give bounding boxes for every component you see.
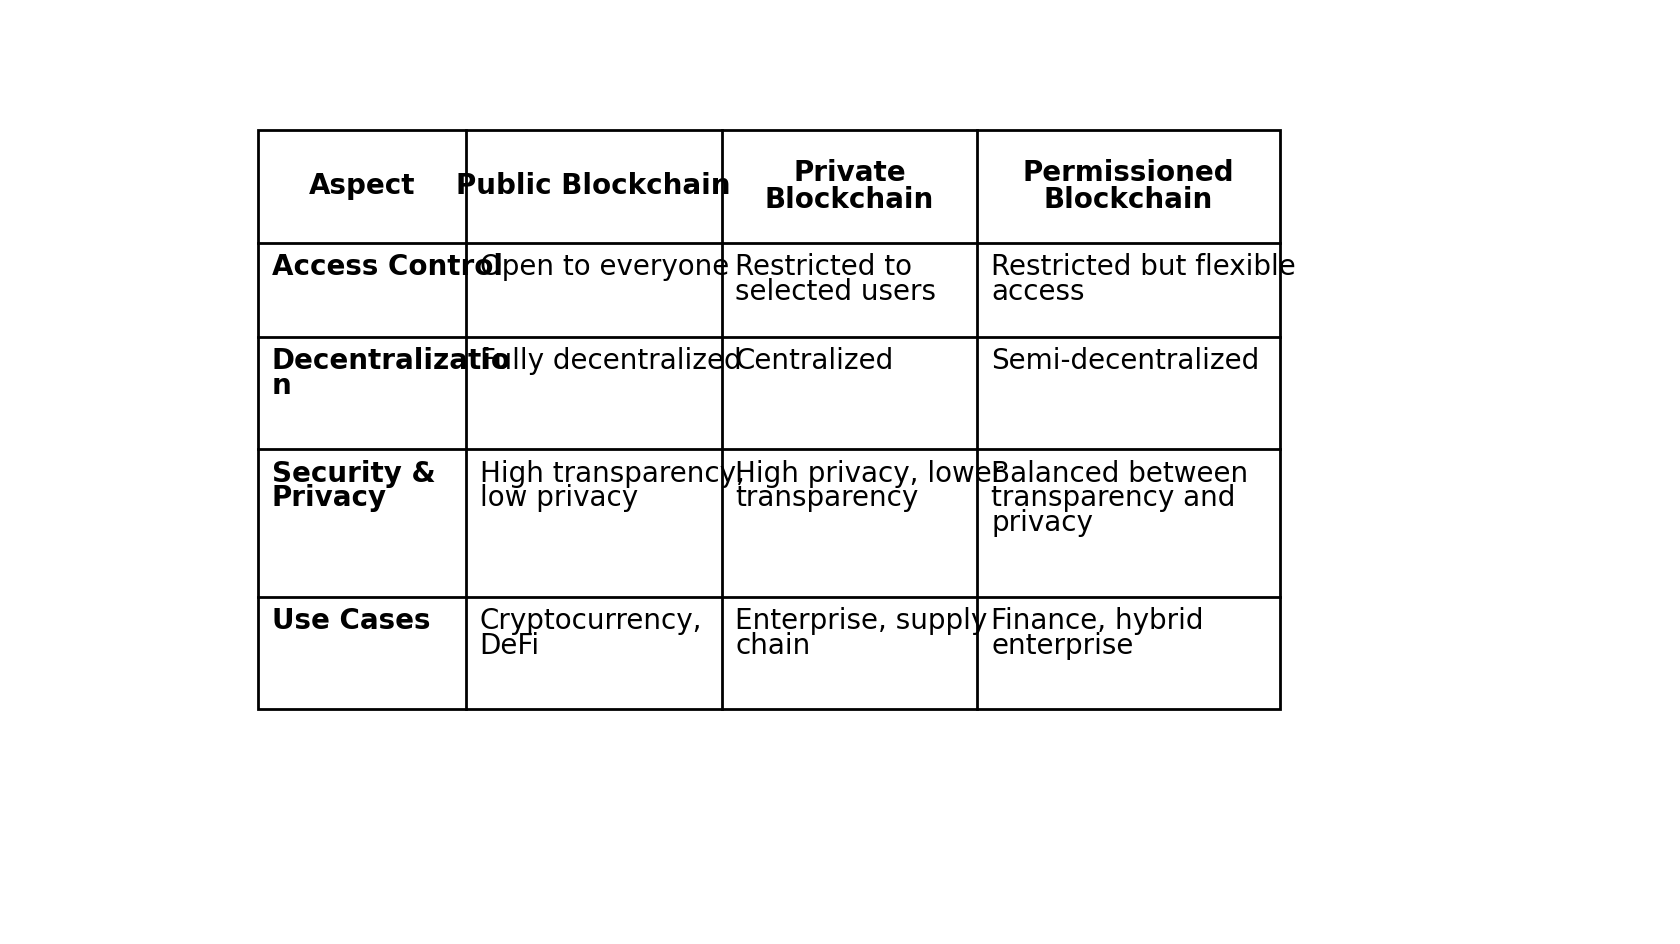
Text: chain: chain: [736, 632, 811, 660]
Text: transparency and: transparency and: [991, 484, 1235, 513]
Text: Blockchain: Blockchain: [764, 186, 934, 214]
Text: Enterprise, supply: Enterprise, supply: [736, 608, 988, 635]
Text: transparency: transparency: [736, 484, 919, 513]
Text: Permissioned: Permissioned: [1023, 159, 1235, 187]
Text: Semi-decentralized: Semi-decentralized: [991, 347, 1260, 375]
Text: access: access: [991, 278, 1085, 306]
Text: Centralized: Centralized: [736, 347, 894, 375]
Text: Finance, hybrid: Finance, hybrid: [991, 608, 1203, 635]
Text: DeFi: DeFi: [480, 632, 539, 660]
Text: enterprise: enterprise: [991, 632, 1134, 660]
Text: High transparency,: High transparency,: [480, 460, 744, 488]
Text: Public Blockchain: Public Blockchain: [457, 173, 731, 200]
Text: privacy: privacy: [991, 509, 1094, 537]
Text: Decentralizatio: Decentralizatio: [272, 347, 511, 375]
Text: Balanced between: Balanced between: [991, 460, 1248, 488]
Text: Cryptocurrency,: Cryptocurrency,: [480, 608, 702, 635]
Text: Access Control: Access Control: [272, 253, 502, 281]
Text: low privacy: low privacy: [480, 484, 638, 513]
Text: High privacy, lower: High privacy, lower: [736, 460, 1003, 488]
Text: n: n: [272, 372, 292, 400]
Text: Blockchain: Blockchain: [1043, 186, 1213, 214]
Text: Restricted but flexible: Restricted but flexible: [991, 253, 1295, 281]
Text: Restricted to: Restricted to: [736, 253, 912, 281]
Text: Open to everyone: Open to everyone: [480, 253, 729, 281]
Bar: [259, 130, 1280, 709]
Text: Use Cases: Use Cases: [272, 608, 430, 635]
Text: Security &: Security &: [272, 460, 435, 488]
Text: Aspect: Aspect: [309, 173, 415, 200]
Text: Private: Private: [793, 159, 906, 187]
Text: Fully decentralized: Fully decentralized: [480, 347, 741, 375]
Text: selected users: selected users: [736, 278, 936, 306]
Text: Privacy: Privacy: [272, 484, 386, 513]
